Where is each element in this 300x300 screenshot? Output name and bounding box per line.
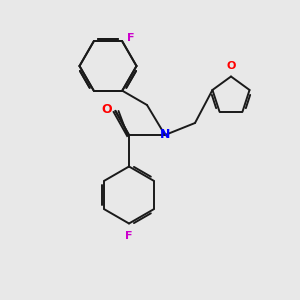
Text: F: F [125, 231, 133, 241]
Text: O: O [101, 103, 112, 116]
Text: F: F [127, 33, 134, 43]
Text: N: N [160, 128, 170, 142]
Text: O: O [226, 61, 236, 71]
